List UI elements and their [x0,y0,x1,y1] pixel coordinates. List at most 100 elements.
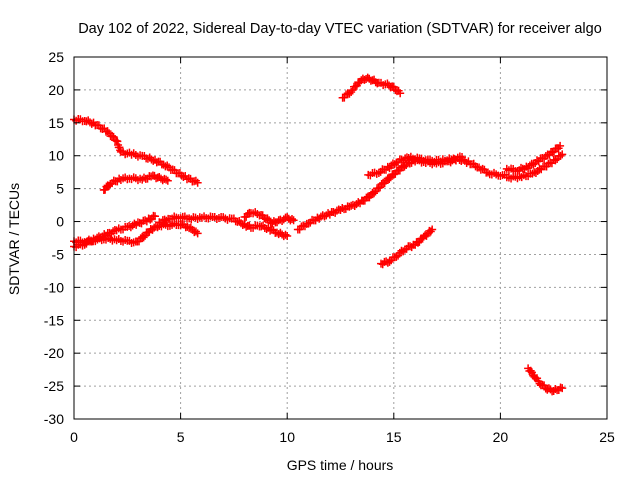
y-tick-label: 25 [48,49,64,65]
data-point [397,155,406,164]
data-point [354,198,363,207]
series-arc-7 [293,150,567,234]
data-point [257,222,266,231]
data-point [304,219,313,228]
series-arc-9 [502,141,565,176]
data-point [383,162,392,171]
series-arc-8 [364,152,467,180]
data-point [351,82,360,91]
data-point [324,209,333,218]
data-point [289,216,298,225]
x-axis-label: GPS time / hours [287,457,394,473]
data-point [525,161,534,170]
y-tick-label: 20 [48,82,64,98]
data-point [376,183,385,192]
series-arc-11 [377,225,437,269]
series-arc-5 [155,212,292,241]
x-tick-label: 0 [70,429,78,445]
data-point [287,214,296,223]
chart-title: Day 102 of 2022, Sidereal Day-to-day VTE… [78,21,602,37]
y-tick-label: -20 [44,345,64,361]
data-point [233,217,242,226]
axis-ticks: 0 5 10 15 20 25 -30 -25 -20 -15 -10 -5 0 5 10 15 20 25 [44,49,615,445]
data-point [161,162,170,171]
series-arc-10 [338,73,405,102]
data-point [193,178,202,187]
data-point [283,232,292,241]
y-tick-label: 10 [48,148,64,164]
data-point [281,230,290,239]
data-point [163,161,172,170]
data-point [532,156,541,165]
data-point [82,117,91,126]
data-point [347,88,356,97]
y-tick-label: 0 [56,214,64,230]
y-tick-label: -5 [52,246,65,262]
y-tick-label: -30 [44,411,64,427]
series-arc-4 [70,211,160,252]
data-point [458,153,467,162]
series-arc-2 [99,171,172,194]
data-point [149,156,158,165]
data-point [527,159,536,168]
x-tick-label: 5 [177,429,185,445]
data-point [105,228,114,237]
y-tick-label: -15 [44,312,64,328]
data-point [159,160,168,169]
data-point [541,151,550,160]
data-point [263,214,272,223]
series-arc-1 [70,115,202,187]
data-point [471,162,480,171]
y-tick-label: -25 [44,378,64,394]
data-point [396,89,405,98]
series-arc-6 [240,208,298,228]
y-axis-label: SDTVAR / TECUs [6,183,22,295]
data-point [374,168,383,177]
data-point [530,168,539,177]
data-point [338,203,347,212]
x-tick-label: 20 [493,429,509,445]
series-arc-12 [524,364,567,396]
data-point [130,219,139,228]
data-point [462,158,471,167]
data-point [237,219,246,228]
data-point [80,240,89,249]
data-point [139,233,148,242]
data-point [320,212,329,221]
data-point [313,213,322,222]
data-point [162,175,171,184]
data-points [70,73,567,396]
data-point [350,201,359,210]
data-point [153,223,162,232]
data-point [558,384,567,393]
y-tick-label: 5 [56,181,64,197]
data-point [370,189,379,198]
y-tick-label: -10 [44,279,64,295]
data-point [193,229,202,238]
data-point [548,148,557,157]
data-point [109,227,118,236]
data-point [163,176,172,185]
data-point [108,131,117,140]
data-point [551,156,560,165]
data-point [517,163,526,172]
data-point [529,160,538,169]
x-tick-label: 10 [279,429,295,445]
data-point [385,175,394,184]
data-point [556,141,565,150]
data-point [87,119,96,128]
plot-frame [73,56,608,420]
data-point [413,238,422,247]
data-point [100,230,109,239]
data-point [522,162,531,171]
data-point [428,225,437,234]
data-point [126,223,135,232]
data-point [96,233,105,242]
data-point [400,162,409,171]
data-point [478,164,487,173]
data-point [89,234,98,243]
data-point [151,212,160,221]
x-tick-label: 15 [386,429,402,445]
y-tick-label: 15 [48,115,64,131]
